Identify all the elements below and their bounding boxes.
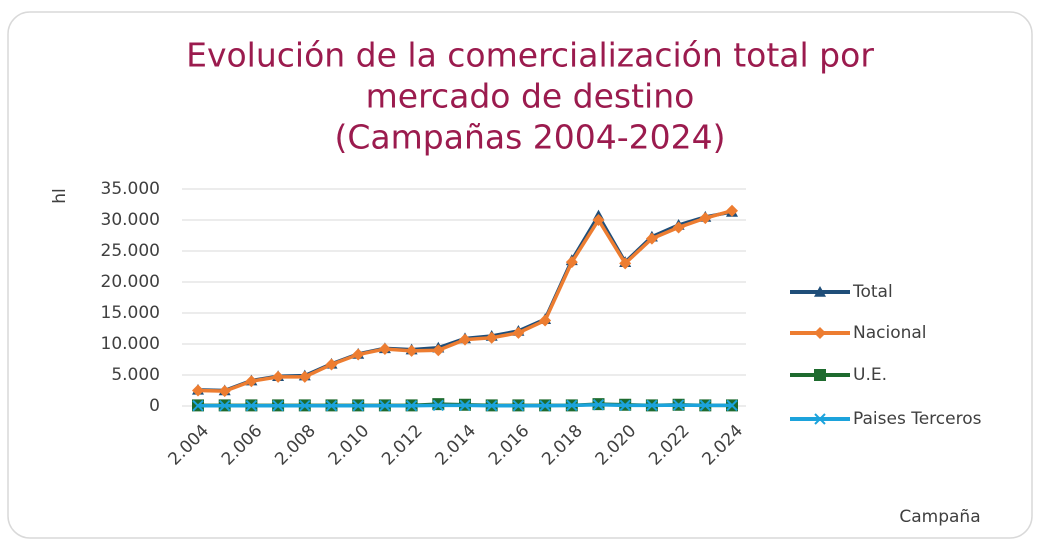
data-point — [245, 399, 258, 412]
y-tick-label: 10.000 — [101, 334, 160, 354]
data-point — [325, 358, 338, 371]
data-point — [299, 399, 311, 412]
data-point — [512, 399, 525, 412]
data-point — [645, 232, 658, 245]
legend-label: Paises Terceros — [853, 409, 982, 429]
y-tick-label: 30.000 — [101, 210, 160, 230]
data-point — [218, 385, 231, 398]
data-point — [672, 399, 685, 411]
data-point — [352, 399, 364, 412]
chart-title: Evolución de la comercialización total p… — [186, 36, 874, 75]
chart-title: mercado de destino — [366, 77, 695, 116]
data-point — [378, 342, 391, 355]
data-point — [405, 344, 418, 357]
data-point — [592, 214, 605, 226]
legend-marker — [814, 286, 826, 297]
y-tick-label: 15.000 — [101, 303, 160, 323]
legend-label: Total — [852, 282, 893, 302]
data-point — [379, 399, 391, 412]
chart-title: (Campañas 2004-2024) — [334, 118, 725, 157]
data-point — [699, 399, 712, 412]
legend-marker — [814, 327, 826, 339]
y-axis-label: hl — [50, 188, 70, 204]
data-point — [539, 314, 552, 327]
data-point — [245, 375, 258, 388]
legend-marker — [814, 413, 826, 425]
y-tick-label: 20.000 — [101, 272, 160, 292]
data-point — [726, 204, 738, 217]
legend-label: Nacional — [853, 323, 927, 343]
x-axis-label: Campaña — [899, 507, 980, 527]
data-point — [352, 348, 365, 361]
data-point — [459, 333, 471, 346]
data-point — [192, 399, 204, 412]
legend-marker — [814, 369, 826, 381]
data-point — [565, 256, 578, 269]
y-tick-label: 0 — [149, 396, 160, 416]
y-tick-label: 25.000 — [101, 241, 160, 261]
data-point — [432, 344, 445, 357]
data-point — [405, 399, 418, 412]
data-point — [485, 331, 498, 344]
data-point — [619, 399, 631, 412]
data-point — [325, 399, 338, 412]
data-point — [432, 399, 445, 412]
data-point — [699, 212, 712, 225]
data-point — [485, 399, 498, 412]
y-tick-label: 35.000 — [101, 179, 160, 199]
data-point — [298, 370, 311, 383]
data-point — [566, 399, 578, 412]
data-point — [192, 384, 204, 397]
legend-label: U.E. — [853, 365, 887, 385]
data-point — [672, 221, 685, 234]
data-point — [539, 399, 551, 412]
data-point — [592, 399, 605, 411]
data-point — [619, 257, 632, 270]
data-point — [646, 399, 658, 412]
data-point — [459, 399, 471, 412]
y-tick-label: 5.000 — [111, 365, 160, 385]
data-point — [726, 399, 738, 412]
data-point — [272, 399, 284, 412]
data-point — [218, 399, 231, 412]
data-point — [512, 326, 525, 339]
data-point — [272, 370, 285, 383]
